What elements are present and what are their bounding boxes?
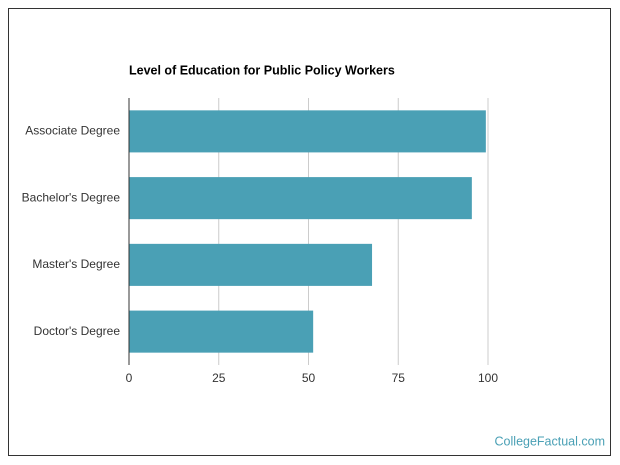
source-link[interactable]: CollegeFactual.com [495, 434, 605, 448]
x-tick-label: 50 [302, 371, 316, 385]
bar [129, 243, 373, 286]
x-tick-label: 100 [478, 371, 498, 385]
frame [8, 8, 611, 456]
y-tick-label: Master's Degree [32, 257, 120, 271]
x-tick-label: 25 [212, 371, 226, 385]
y-tick-label: Bachelor's Degree [22, 190, 121, 204]
bar [129, 177, 472, 220]
bar [129, 110, 486, 153]
chart-title: Level of Education for Public Policy Wor… [129, 63, 395, 77]
x-tick-label: 0 [126, 371, 133, 385]
y-tick-label: Doctor's Degree [34, 324, 121, 338]
x-tick-label: 75 [392, 371, 406, 385]
y-tick-label: Associate Degree [25, 124, 120, 138]
bar [129, 310, 314, 353]
